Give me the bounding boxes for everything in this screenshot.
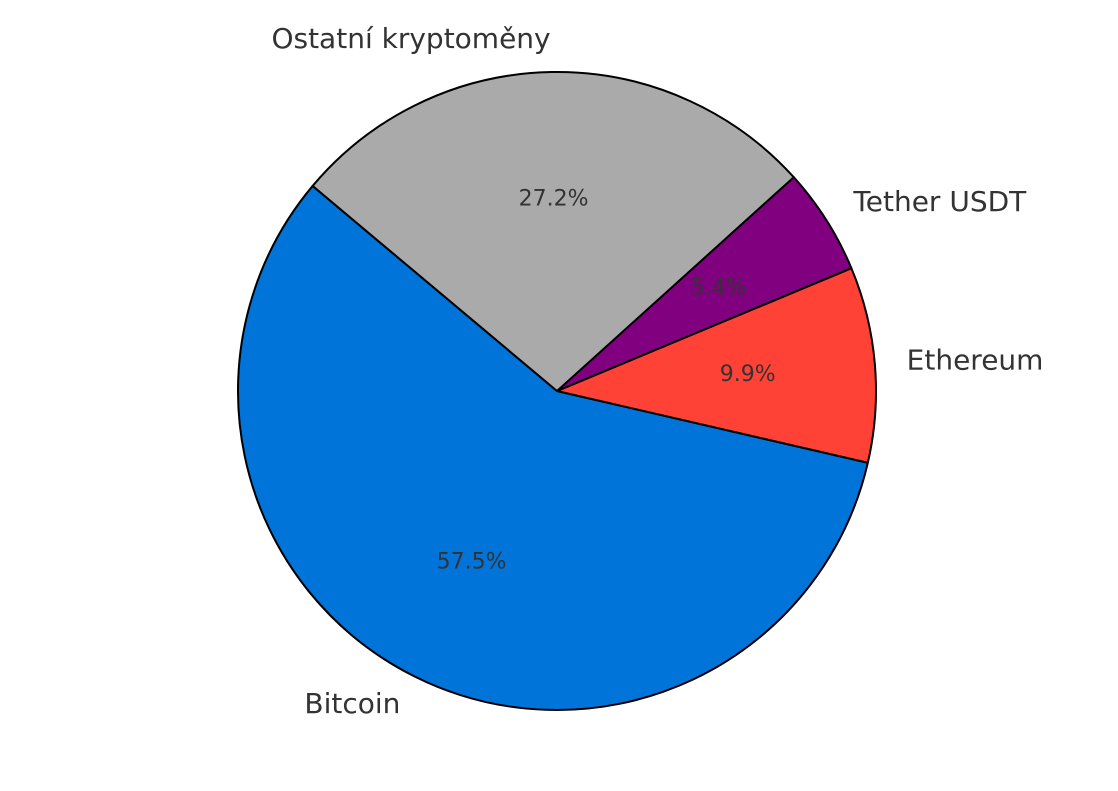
slice-label: Tether USDT [852,185,1027,218]
percent-label: 27.2% [519,187,589,212]
slice-label: Ethereum [907,344,1044,377]
pie-slice [237,184,869,712]
pie-slice [311,71,795,392]
percent-label: 9.9% [720,362,776,387]
slice-label: Ostatní kryptoměny [271,22,550,55]
percent-label: 5.4% [691,276,747,301]
pie-slice [556,267,877,464]
percent-label: 57.5% [437,549,507,574]
slice-label: Bitcoin [304,687,400,720]
